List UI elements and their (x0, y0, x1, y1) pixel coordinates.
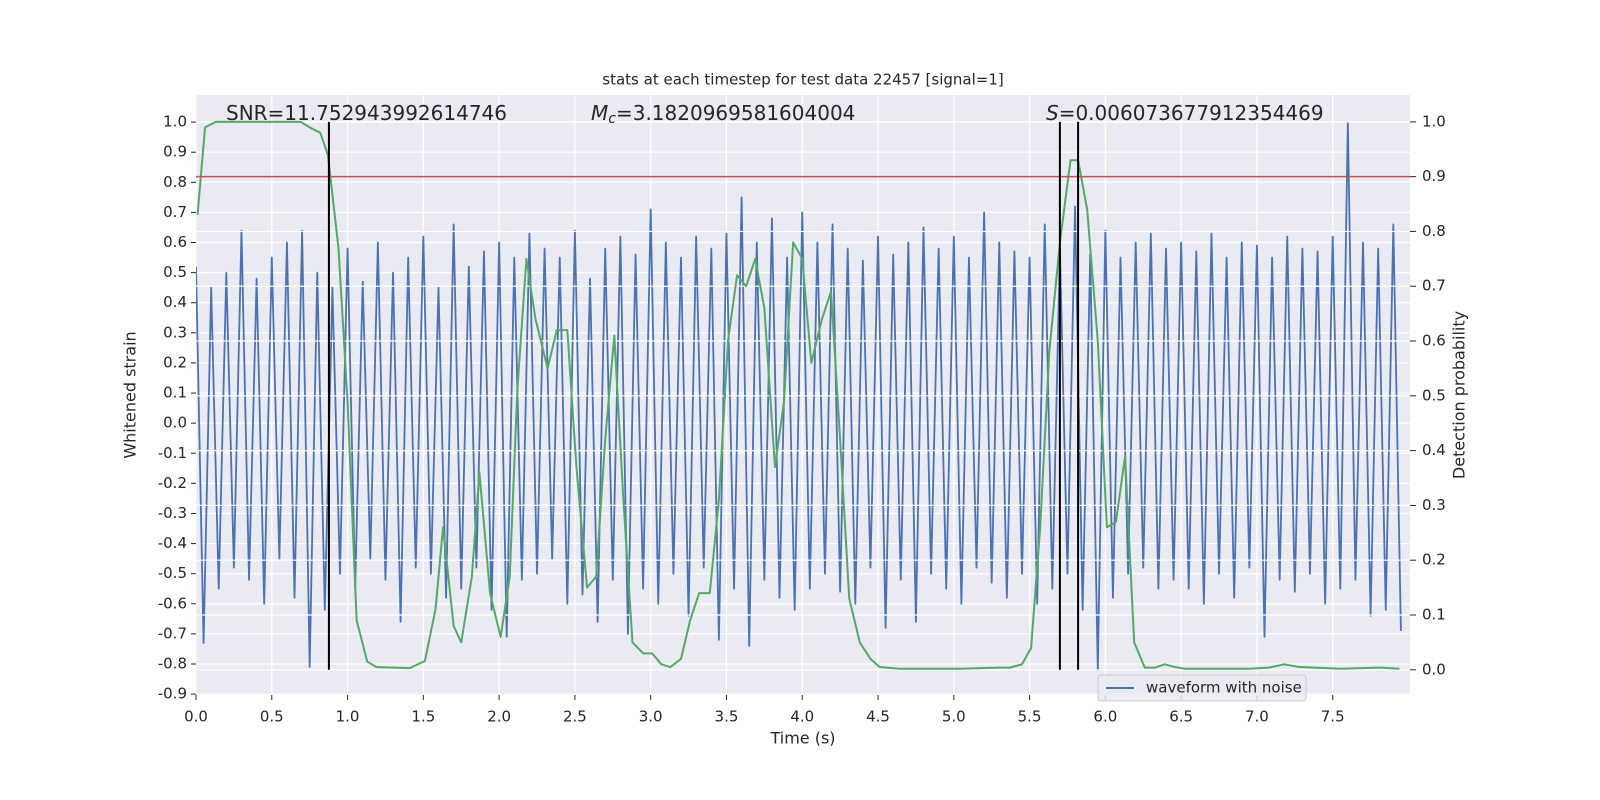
y2-tick-label: 0.8 (1422, 222, 1446, 240)
y2-tick-label: 0.5 (1422, 386, 1446, 404)
x-tick-label: 2.5 (563, 708, 587, 726)
y2-tick-label: 0.9 (1422, 167, 1446, 185)
y-tick-label: -0.8 (158, 654, 187, 672)
chart-title: stats at each timestep for test data 224… (602, 71, 1003, 89)
y-tick-label: -0.4 (158, 534, 187, 552)
x-tick-label: 4.0 (790, 708, 814, 726)
y-tick-label: 0.2 (163, 353, 187, 371)
y-tick-label: -0.9 (158, 685, 187, 703)
series-line (196, 121, 1402, 671)
x-tick-label: 0.5 (260, 708, 284, 726)
y2-tick-label: 0.3 (1422, 496, 1446, 514)
y-tick-label: 1.0 (163, 113, 187, 131)
y-tick-label: 0.1 (163, 384, 187, 402)
y2-tick-label: 1.0 (1422, 112, 1446, 130)
x-tick-label: 6.5 (1169, 708, 1193, 726)
x-tick-label: 6.0 (1093, 708, 1117, 726)
x-tick-label: 3.5 (715, 708, 739, 726)
y-tick-label: 0.8 (163, 173, 187, 191)
y-tick-label: -0.2 (158, 474, 187, 492)
plot-marks (196, 120, 1410, 671)
y-tick-label: 0.9 (163, 143, 187, 161)
series-line (196, 120, 1400, 670)
x-tick-label: 7.0 (1245, 708, 1269, 726)
y-tick-label: 0.4 (163, 293, 187, 311)
annotation-symbol: S (1046, 101, 1059, 125)
y-tick-label: 0.0 (163, 414, 187, 432)
legend: waveform with noise (1097, 674, 1307, 702)
y2-tick-label: 0.0 (1422, 660, 1446, 678)
annotation: Mc=3.1820969581604004 (591, 101, 855, 128)
x-tick-label: 3.0 (639, 708, 663, 726)
x-tick-label: 5.0 (942, 708, 966, 726)
y-tick-label: -0.6 (158, 594, 187, 612)
x-tick-label: 2.0 (487, 708, 511, 726)
x-tick-label: 5.5 (1018, 708, 1042, 726)
annotation: SNR=11.752943992614746 (226, 101, 507, 125)
x-tick-label: 0.0 (184, 708, 208, 726)
y2-tick-label: 0.7 (1422, 277, 1446, 295)
y-tick-label: 0.5 (163, 263, 187, 281)
y2-tick-label: 0.2 (1422, 551, 1446, 569)
annotation-text: =3.1820969581604004 (616, 101, 855, 125)
x-tick-label: 4.5 (866, 708, 890, 726)
y2-axis-label: Detection probability (1450, 311, 1469, 479)
y-tick-label: 0.3 (163, 323, 187, 341)
y2-tick-label: 0.6 (1422, 332, 1446, 350)
legend-label: waveform with noise (1146, 679, 1302, 697)
annotation-subscript: c (608, 111, 616, 127)
annotation-text: SNR=11.752943992614746 (226, 101, 507, 125)
legend-box (1097, 674, 1307, 702)
y2-tick-label: 0.1 (1422, 606, 1446, 624)
y-tick-label: 0.7 (163, 203, 187, 221)
y2-tick-label: 0.4 (1422, 441, 1446, 459)
y-tick-label: 0.6 (163, 233, 187, 251)
y-tick-label: -0.7 (158, 624, 187, 642)
y-tick-label: -0.5 (158, 564, 187, 582)
y-axis-label: Whitened strain (121, 331, 140, 458)
y-tick-label: -0.1 (158, 444, 187, 462)
x-tick-label: 1.0 (336, 708, 360, 726)
x-axis-label: Time (s) (769, 729, 835, 748)
y-tick-label: -0.3 (158, 504, 187, 522)
annotation: S=0.006073677912354469 (1046, 101, 1324, 125)
annotation-text: =0.006073677912354469 (1059, 101, 1324, 125)
annotation-symbol: M (591, 101, 608, 125)
plot-area (196, 95, 1410, 695)
x-tick-label: 1.5 (411, 708, 435, 726)
axes: 0.0 0.5 1.0 1.5 2.0 2.5 3.0 3.5 4.0 4.5 5.0 5.5 6.0 6… (158, 112, 1446, 725)
x-tick-label: 7.5 (1321, 708, 1345, 726)
